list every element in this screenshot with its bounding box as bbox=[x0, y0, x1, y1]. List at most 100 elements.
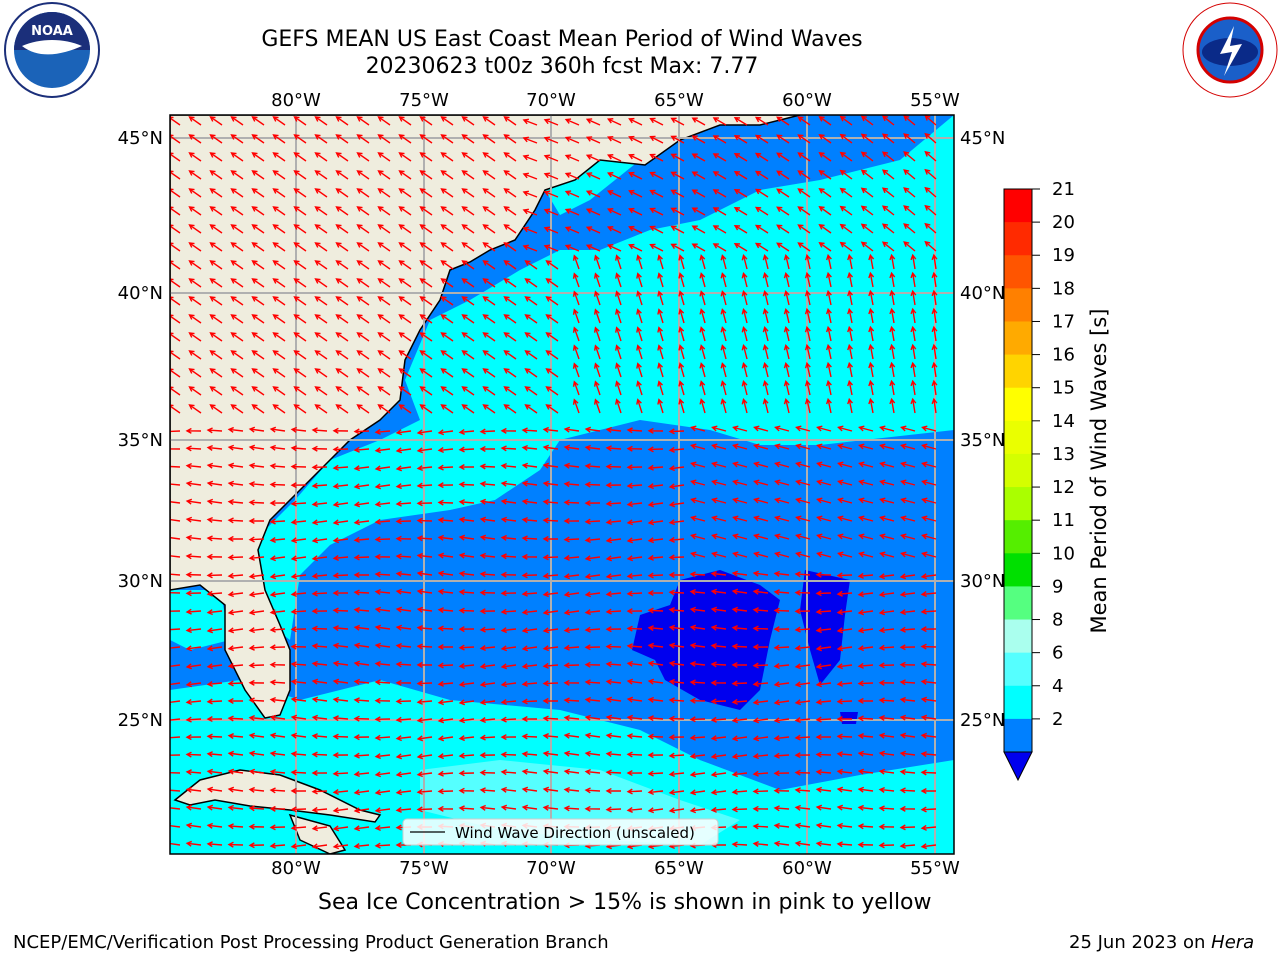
wave-direction-arrow bbox=[584, 626, 601, 633]
lat-label-right: 45°N bbox=[960, 128, 1005, 149]
wave-direction-arrow bbox=[910, 289, 917, 306]
wave-direction-arrow bbox=[332, 788, 349, 795]
wave-direction-arrow bbox=[251, 296, 265, 306]
wave-direction-arrow bbox=[272, 296, 286, 306]
wave-direction-arrow bbox=[206, 768, 223, 775]
wave-direction-arrow bbox=[857, 680, 874, 687]
wave-direction-arrow bbox=[563, 554, 580, 561]
wave-direction-arrow bbox=[720, 272, 727, 288]
wave-direction-arrow bbox=[290, 787, 307, 794]
wave-direction-arrow bbox=[920, 732, 937, 739]
wave-direction-arrow bbox=[606, 208, 622, 216]
wave-direction-arrow bbox=[647, 607, 664, 614]
wave-direction-arrow bbox=[711, 461, 727, 468]
wave-direction-arrow bbox=[437, 517, 454, 524]
wave-direction-arrow bbox=[584, 696, 601, 703]
wave-direction-arrow bbox=[272, 242, 286, 252]
wave-direction-arrow bbox=[332, 625, 349, 632]
wave-direction-arrow bbox=[860, 169, 874, 180]
wave-direction-arrow bbox=[647, 519, 664, 526]
wave-direction-arrow bbox=[752, 753, 769, 760]
wave-direction-arrow bbox=[752, 570, 769, 577]
wave-direction-arrow bbox=[437, 607, 454, 614]
wave-direction-arrow bbox=[605, 608, 622, 615]
wave-direction-arrow bbox=[479, 717, 496, 724]
wave-direction-arrow bbox=[419, 404, 433, 414]
wave-direction-arrow bbox=[188, 170, 202, 180]
wave-direction-arrow bbox=[593, 308, 601, 324]
wave-direction-arrow bbox=[461, 206, 475, 216]
wave-direction-arrow bbox=[311, 608, 328, 615]
wave-direction-arrow bbox=[185, 751, 202, 758]
wave-direction-arrow bbox=[500, 663, 517, 670]
wave-direction-arrow bbox=[188, 368, 202, 378]
wave-direction-arrow bbox=[626, 555, 643, 562]
lat-label-left: 30°N bbox=[118, 571, 163, 592]
wave-direction-arrow bbox=[795, 533, 811, 540]
wave-direction-arrow bbox=[335, 296, 349, 306]
wave-direction-arrow bbox=[699, 272, 706, 288]
wave-direction-arrow bbox=[269, 805, 286, 812]
wave-direction-arrow bbox=[712, 207, 727, 216]
wave-direction-arrow bbox=[837, 551, 853, 558]
wave-direction-arrow bbox=[521, 480, 538, 487]
wave-direction-arrow bbox=[836, 841, 853, 848]
wave-direction-arrow bbox=[353, 571, 370, 578]
wave-direction-arrow bbox=[899, 696, 916, 703]
lat-label-right: 25°N bbox=[960, 710, 1005, 731]
wave-direction-arrow bbox=[563, 426, 580, 433]
wave-direction-arrow bbox=[419, 242, 433, 252]
wave-direction-arrow bbox=[921, 461, 937, 468]
wave-direction-arrow bbox=[290, 806, 307, 813]
wave-direction-arrow bbox=[248, 517, 265, 524]
wave-direction-arrow bbox=[881, 133, 895, 144]
wave-direction-arrow bbox=[910, 343, 917, 360]
wave-direction-arrow bbox=[251, 386, 265, 396]
wave-direction-arrow bbox=[690, 497, 706, 504]
wave-direction-arrow bbox=[815, 663, 832, 670]
wave-direction-arrow bbox=[332, 715, 349, 722]
wave-direction-arrow bbox=[311, 751, 328, 758]
wave-direction-arrow bbox=[804, 325, 811, 342]
wave-direction-arrow bbox=[879, 533, 895, 540]
wave-direction-arrow bbox=[752, 823, 769, 830]
wave-direction-arrow bbox=[416, 717, 433, 724]
wave-direction-arrow bbox=[500, 553, 517, 560]
wave-direction-arrow bbox=[628, 153, 643, 162]
wave-direction-arrow bbox=[416, 570, 433, 577]
wave-direction-arrow bbox=[647, 678, 664, 685]
wave-direction-arrow bbox=[293, 260, 307, 270]
wave-direction-arrow bbox=[754, 116, 769, 126]
wave-direction-arrow bbox=[314, 296, 328, 306]
wave-direction-arrow bbox=[521, 609, 538, 616]
wave-direction-arrow bbox=[593, 362, 601, 378]
wave-direction-arrow bbox=[479, 734, 496, 741]
wave-direction-arrow bbox=[458, 626, 475, 633]
wave-direction-arrow bbox=[860, 187, 874, 198]
wave-direction-arrow bbox=[668, 571, 685, 578]
lon-label-bottom: 80°W bbox=[271, 858, 321, 879]
wave-direction-arrow bbox=[563, 714, 580, 721]
wave-direction-arrow bbox=[816, 533, 832, 540]
wave-direction-arrow bbox=[353, 589, 370, 596]
wave-direction-arrow bbox=[395, 679, 412, 686]
wave-direction-arrow bbox=[797, 206, 811, 216]
wave-direction-arrow bbox=[711, 479, 727, 486]
wave-direction-arrow bbox=[356, 170, 370, 180]
wave-direction-arrow bbox=[826, 379, 832, 396]
wave-direction-arrow bbox=[482, 134, 496, 144]
wave-direction-arrow bbox=[605, 678, 622, 685]
wave-direction-arrow bbox=[272, 152, 286, 162]
wave-direction-arrow bbox=[626, 590, 643, 597]
wave-direction-arrow bbox=[920, 626, 937, 633]
wave-direction-arrow bbox=[858, 425, 874, 432]
wave-direction-arrow bbox=[482, 242, 496, 252]
wave-direction-arrow bbox=[185, 571, 202, 578]
wave-direction-arrow bbox=[628, 189, 643, 198]
wave-direction-arrow bbox=[188, 242, 202, 252]
wave-direction-arrow bbox=[878, 644, 895, 651]
wave-direction-arrow bbox=[185, 445, 202, 452]
wave-direction-arrow bbox=[374, 536, 391, 543]
wave-direction-arrow bbox=[335, 116, 349, 126]
wave-direction-arrow bbox=[689, 771, 706, 778]
